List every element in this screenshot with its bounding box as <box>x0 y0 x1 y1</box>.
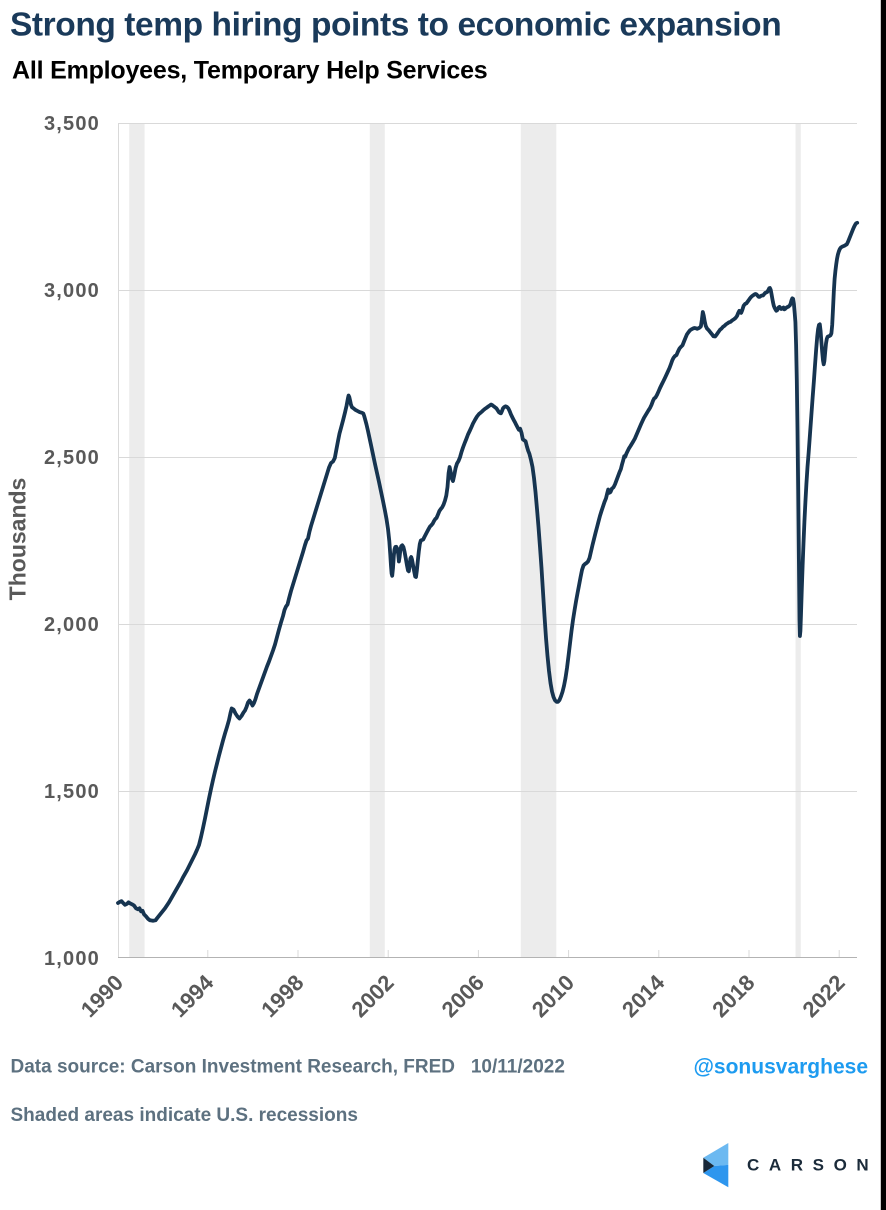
svg-text:Shaded areas indicate U.S. rec: Shaded areas indicate U.S. recessions <box>11 1105 358 1126</box>
svg-text:Strong temp hiring points to e: Strong temp hiring points to economic ex… <box>10 7 781 44</box>
svg-text:@sonusvarghese: @sonusvarghese <box>693 1056 868 1079</box>
svg-text:3,500: 3,500 <box>44 113 100 135</box>
svg-text:3,000: 3,000 <box>44 280 100 302</box>
svg-text:1,000: 1,000 <box>44 948 100 970</box>
svg-text:Data source: Carson Investment: Data source: Carson Investment Research,… <box>11 1057 565 1078</box>
svg-text:Thousands: Thousands <box>5 478 31 601</box>
svg-text:2,500: 2,500 <box>44 447 100 469</box>
svg-text:All Employees, Temporary Help: All Employees, Temporary Help Services <box>12 57 487 85</box>
svg-text:2,000: 2,000 <box>44 614 100 636</box>
svg-text:1,500: 1,500 <box>44 781 100 803</box>
svg-text:CARSON: CARSON <box>747 1156 878 1175</box>
